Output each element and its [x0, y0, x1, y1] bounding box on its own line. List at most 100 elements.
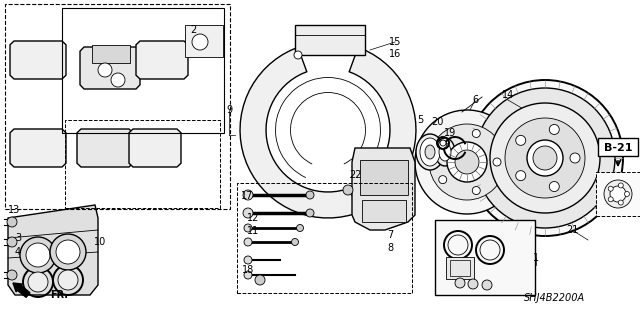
Circle shape: [415, 110, 519, 214]
Circle shape: [618, 183, 623, 188]
Circle shape: [549, 182, 559, 191]
Text: 13: 13: [8, 205, 20, 215]
Circle shape: [244, 271, 252, 279]
Polygon shape: [80, 47, 140, 89]
Bar: [92, 45, 130, 63]
Circle shape: [475, 88, 615, 228]
Polygon shape: [10, 41, 66, 79]
Bar: [62, 8, 224, 133]
Text: 22: 22: [349, 170, 361, 180]
FancyArrow shape: [13, 283, 30, 297]
Text: 14: 14: [502, 90, 514, 100]
Text: 1: 1: [533, 253, 539, 263]
Text: 7: 7: [387, 230, 393, 240]
Circle shape: [111, 73, 125, 87]
Text: 8: 8: [387, 243, 393, 253]
Circle shape: [50, 234, 86, 270]
Polygon shape: [10, 129, 66, 167]
Bar: [598, 138, 638, 156]
Bar: [65, 120, 220, 208]
Circle shape: [604, 180, 632, 208]
Text: FR.: FR.: [50, 290, 68, 300]
Text: 6: 6: [472, 95, 478, 105]
Circle shape: [455, 278, 465, 288]
Circle shape: [244, 224, 252, 232]
Bar: [446, 257, 474, 279]
Bar: [185, 25, 223, 57]
Circle shape: [440, 140, 446, 146]
Circle shape: [429, 124, 505, 200]
Text: 15: 15: [389, 37, 401, 47]
Text: 21: 21: [566, 225, 578, 235]
Polygon shape: [8, 205, 98, 295]
Text: 18: 18: [242, 265, 254, 275]
Text: 20: 20: [431, 117, 443, 127]
Circle shape: [516, 171, 525, 181]
Bar: [362, 200, 406, 222]
Circle shape: [7, 217, 17, 227]
Circle shape: [455, 150, 479, 174]
Circle shape: [625, 191, 630, 197]
Circle shape: [618, 200, 623, 205]
Circle shape: [294, 51, 302, 59]
Bar: [596, 172, 640, 216]
Circle shape: [291, 239, 298, 246]
Text: 5: 5: [417, 115, 423, 125]
Text: 2: 2: [190, 25, 196, 35]
Circle shape: [447, 142, 487, 182]
Circle shape: [472, 187, 480, 195]
Circle shape: [608, 197, 613, 202]
Circle shape: [604, 197, 610, 203]
Text: 16: 16: [389, 49, 401, 59]
Circle shape: [243, 208, 253, 218]
Circle shape: [192, 34, 208, 50]
Circle shape: [533, 146, 557, 170]
Bar: [450, 260, 470, 276]
Circle shape: [490, 103, 600, 213]
Circle shape: [505, 118, 585, 198]
Polygon shape: [129, 129, 181, 167]
Bar: [5, 4, 230, 209]
Circle shape: [306, 191, 314, 199]
Text: 9: 9: [226, 105, 232, 115]
Circle shape: [527, 140, 563, 176]
Bar: [295, 25, 365, 55]
Polygon shape: [136, 41, 188, 79]
Text: 19: 19: [444, 128, 456, 138]
Bar: [435, 220, 535, 295]
Circle shape: [244, 256, 252, 264]
Circle shape: [439, 176, 447, 184]
Circle shape: [56, 240, 80, 264]
Circle shape: [343, 185, 353, 195]
Circle shape: [243, 190, 253, 200]
Circle shape: [493, 158, 501, 166]
Ellipse shape: [420, 138, 440, 166]
Circle shape: [516, 135, 525, 145]
Circle shape: [467, 80, 623, 236]
Circle shape: [468, 279, 478, 289]
Circle shape: [296, 225, 303, 232]
Polygon shape: [77, 129, 133, 167]
Circle shape: [472, 130, 480, 137]
Text: 4: 4: [15, 247, 21, 257]
Ellipse shape: [416, 134, 444, 170]
Circle shape: [7, 237, 17, 247]
Circle shape: [7, 270, 17, 280]
Circle shape: [482, 280, 492, 290]
Circle shape: [26, 243, 50, 267]
Bar: [237, 183, 412, 293]
Circle shape: [306, 209, 314, 217]
Text: SHJ4B2200A: SHJ4B2200A: [524, 293, 586, 303]
Circle shape: [608, 186, 613, 191]
Circle shape: [244, 238, 252, 246]
Polygon shape: [352, 148, 415, 230]
Polygon shape: [240, 47, 416, 218]
Text: 11: 11: [247, 226, 259, 236]
Text: 3: 3: [15, 233, 21, 243]
Circle shape: [28, 272, 48, 292]
Circle shape: [570, 153, 580, 163]
Text: B-21: B-21: [604, 143, 632, 153]
Ellipse shape: [425, 145, 435, 159]
Text: 17: 17: [241, 191, 253, 201]
Text: 12: 12: [247, 213, 259, 223]
